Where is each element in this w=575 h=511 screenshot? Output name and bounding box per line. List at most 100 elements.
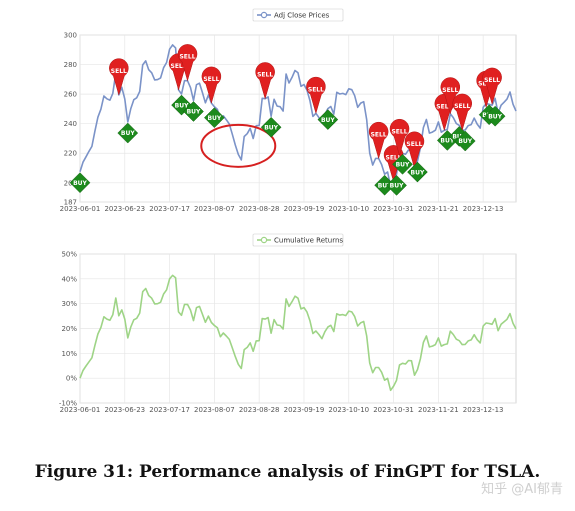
buy-label: BUY (321, 117, 335, 124)
sell-label: SELL (179, 54, 195, 61)
buy-diamond-shape (392, 153, 413, 175)
sell-label: SELL (391, 128, 407, 135)
x-tick-label: 2023-11-21 (418, 205, 459, 213)
sell-marker: SELL (306, 76, 326, 115)
sell-marker: SELL (404, 131, 425, 169)
y-tick-label: 0% (66, 375, 77, 383)
sell-label: SELL (442, 87, 458, 94)
legend-label: Adj Close Prices (274, 12, 330, 20)
sell-marker: SELL (368, 121, 389, 160)
x-tick-label: 2023-08-07 (194, 406, 235, 414)
sell-marker: SELL (440, 77, 460, 115)
sell-pin-shape (201, 66, 222, 105)
buy-marker: BUY (454, 130, 476, 152)
buy-marker: BUY (204, 107, 225, 129)
buy-marker: BUY (183, 101, 204, 122)
x-tick-label: 2023-10-10 (328, 205, 369, 213)
sell-label: SELL (308, 86, 324, 93)
x-tick-label: 2023-08-28 (239, 406, 280, 414)
y-tick-label: 40% (61, 275, 77, 283)
buy-diamond-shape (117, 122, 139, 144)
buy-marker: BUY (117, 122, 139, 144)
x-tick-label: 2023-06-23 (104, 406, 145, 414)
y-tick-label: 300 (64, 32, 77, 40)
sell-pin-shape (440, 77, 460, 115)
y-tick-label: -10% (59, 400, 77, 408)
price-series-line (79, 44, 517, 188)
sell-marker: SELL (177, 44, 198, 82)
x-tick-label: 2023-08-28 (239, 205, 280, 213)
buy-marker: BUY (386, 175, 407, 196)
buy-label: BUY (488, 113, 502, 120)
sell-pin-shape (255, 62, 275, 100)
sell-marker: SELL (255, 62, 275, 100)
y-tick-label: 20% (61, 325, 77, 333)
buy-diamond-shape (317, 109, 339, 130)
y-tick-label: 280 (64, 61, 77, 69)
sell-pin-shape (404, 131, 425, 169)
buy-diamond-shape (260, 116, 282, 138)
returns-chart: -10% 0% 10% 20% 30% 40% 50% 2023-06-01 2023-06-2… (59, 233, 517, 414)
plot-area (79, 34, 517, 203)
buy-label: BUY (264, 124, 278, 131)
buy-marker: BUY (407, 161, 428, 183)
sell-marker: SELL (452, 93, 472, 132)
sell-label: SELL (436, 103, 452, 110)
y-tick-label: 240 (64, 120, 77, 128)
buy-diamond-shape (484, 105, 506, 127)
buy-label: BUY (73, 180, 87, 187)
returns-series-line (79, 274, 517, 392)
highlight-circle (200, 123, 277, 168)
x-tick-label: 2023-07-17 (149, 406, 190, 414)
legend-label: Cumulative Returns (274, 237, 343, 245)
buy-diamond-shape (407, 161, 428, 183)
buy-label: BUY (121, 130, 135, 137)
x-tick-label: 2023-08-07 (194, 205, 235, 213)
price-chart: 1872002202402602803002023-06-012023-06-2… (60, 8, 517, 213)
legend: Adj Close Prices (252, 8, 344, 22)
buy-marker: BUY (69, 172, 91, 194)
buy-marker: BUY (484, 105, 506, 127)
buy-label: BUY (187, 109, 201, 116)
sell-marker: SELL (482, 67, 502, 106)
sell-pin-shape (177, 44, 198, 82)
sell-label: SELL (257, 72, 273, 79)
y-tick-label: 50% (61, 251, 77, 259)
sell-pin-shape (368, 121, 389, 160)
buy-label: BUY (396, 161, 410, 168)
x-tick-label: 2023-12-13 (463, 205, 504, 213)
buy-diamond-shape (69, 172, 91, 194)
legend-marker (260, 11, 268, 19)
x-tick-label: 2023-12-13 (463, 406, 504, 414)
legend-box (252, 8, 344, 22)
x-tick-label: 2023-06-23 (104, 205, 145, 213)
buy-label: BUY (175, 102, 189, 109)
sell-label: SELL (484, 77, 500, 84)
x-tick-label: 2023-06-01 (60, 406, 101, 414)
sell-label: SELL (111, 68, 127, 75)
legend-box (252, 233, 344, 247)
x-tick-label: 2023-10-31 (373, 205, 414, 213)
buy-marker: BUY (392, 153, 413, 175)
y-tick-label: 30% (61, 300, 77, 308)
x-tick-label: 2023-09-19 (284, 406, 325, 414)
buy-diamond-shape (386, 175, 407, 196)
x-tick-label: 2023-07-17 (149, 205, 190, 213)
buy-label: BUY (440, 138, 454, 145)
y-tick-label: 187 (64, 199, 77, 207)
buy-diamond-shape (204, 107, 225, 129)
x-tick-label: 2023-09-19 (284, 205, 325, 213)
sell-pin-shape (306, 76, 326, 115)
watermark: 知乎 @AI郁青 (481, 482, 563, 497)
buy-diamond-shape (183, 101, 204, 122)
sell-pin-shape (109, 58, 129, 96)
sell-pin-shape (482, 67, 502, 106)
x-tick-label: 2023-10-31 (373, 406, 414, 414)
sell-label: SELL (203, 76, 219, 83)
sell-marker: SELL (109, 58, 129, 96)
sell-label: SELL (454, 103, 470, 110)
legend-marker (260, 236, 268, 244)
sell-label: SELL (371, 131, 387, 138)
sell-label: SELL (406, 141, 422, 148)
